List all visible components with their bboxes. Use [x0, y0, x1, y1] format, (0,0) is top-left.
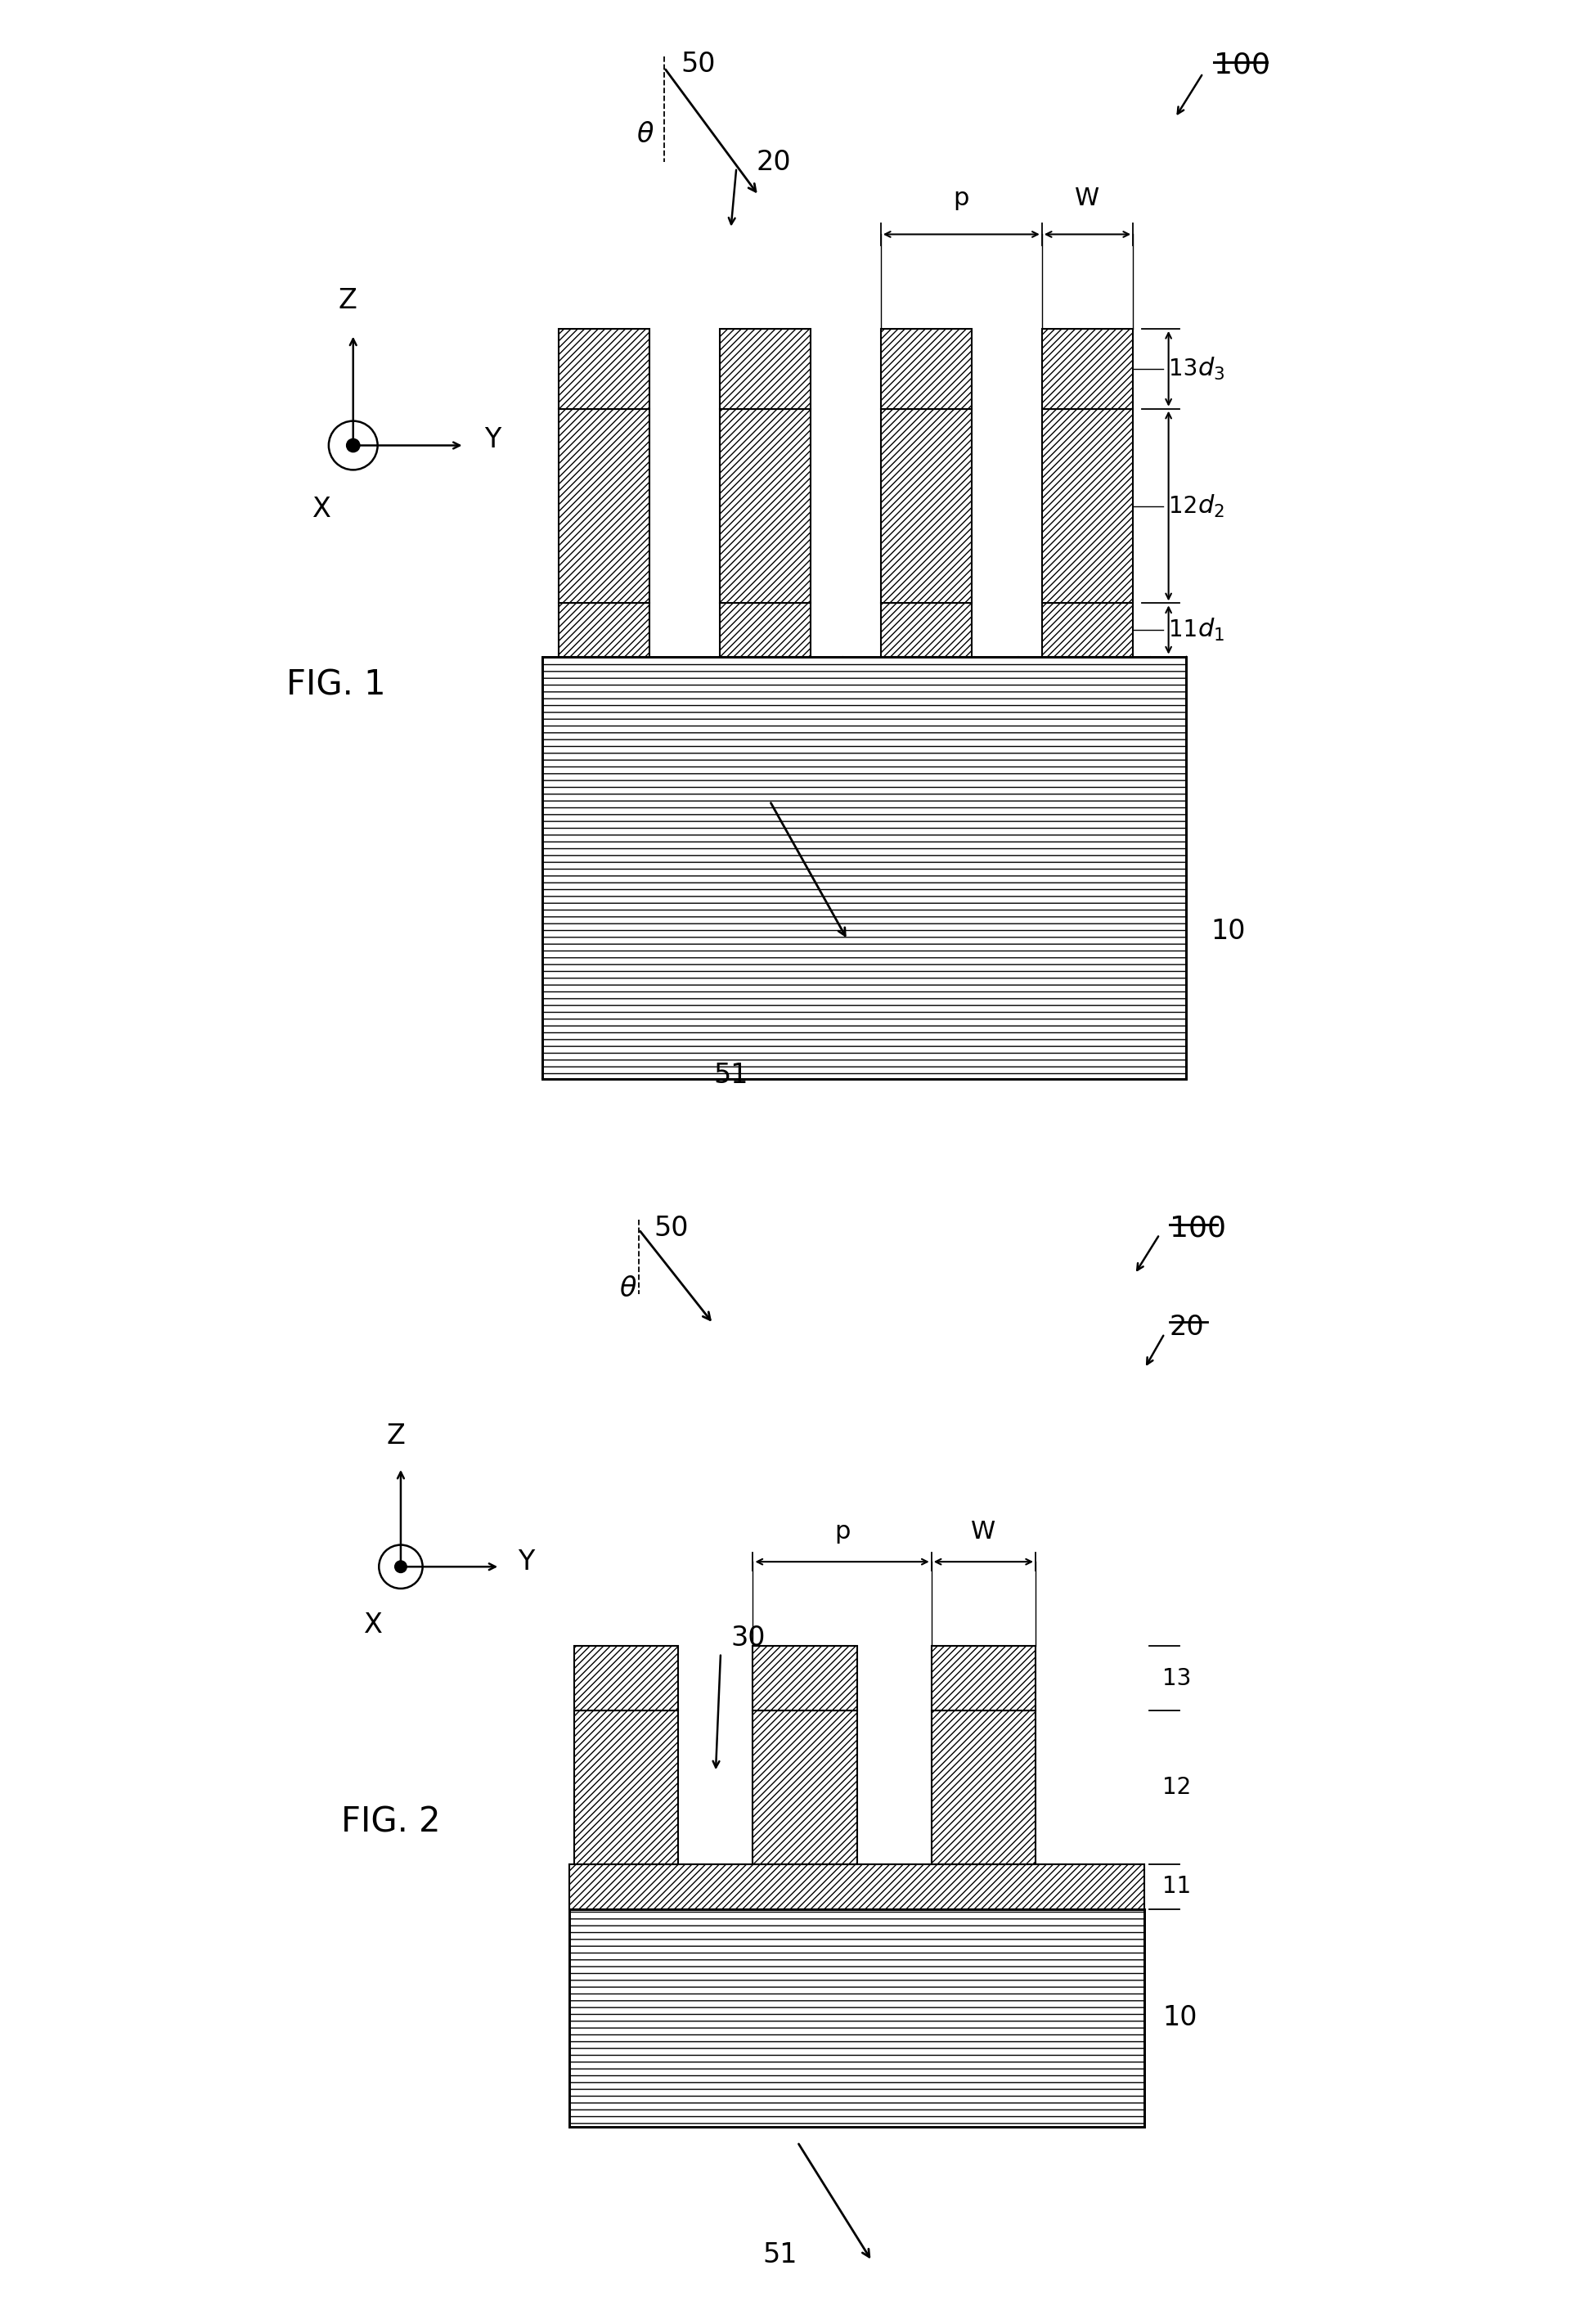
Text: Y: Y — [485, 425, 501, 453]
Bar — [753, 1645, 857, 1710]
Text: $d_1$: $d_1$ — [1198, 616, 1225, 644]
Text: 12: 12 — [1163, 1776, 1191, 1799]
Text: Y: Y — [518, 1548, 534, 1576]
Bar — [569, 1864, 1145, 1908]
Text: $d_2$: $d_2$ — [1198, 493, 1225, 518]
Circle shape — [346, 439, 360, 453]
Bar — [753, 1710, 857, 1864]
Bar — [569, 1908, 1145, 2126]
Bar — [558, 328, 649, 409]
Text: 13: 13 — [1169, 358, 1198, 381]
Text: 20: 20 — [1169, 1313, 1204, 1341]
Text: 13: 13 — [1163, 1666, 1191, 1690]
Text: 100: 100 — [1214, 51, 1271, 79]
Circle shape — [396, 1562, 407, 1573]
Text: FIG. 1: FIG. 1 — [287, 667, 386, 702]
Bar — [1042, 604, 1132, 655]
Bar — [719, 604, 810, 655]
Text: 100: 100 — [1169, 1215, 1227, 1243]
Text: p: p — [954, 186, 970, 209]
Bar — [931, 1710, 1035, 1864]
Text: 50: 50 — [681, 51, 716, 79]
Text: 10: 10 — [1163, 2006, 1198, 2031]
Text: 12: 12 — [1169, 495, 1198, 518]
Bar — [719, 409, 810, 604]
Bar — [558, 604, 649, 655]
Bar — [542, 655, 1187, 1078]
Bar — [931, 1645, 1035, 1710]
Bar — [1042, 328, 1132, 409]
Bar — [542, 655, 1187, 1078]
Bar — [1042, 409, 1132, 604]
Text: p: p — [834, 1520, 850, 1543]
Text: Z: Z — [338, 288, 357, 314]
Text: 10: 10 — [1211, 918, 1246, 944]
Text: FIG. 2: FIG. 2 — [341, 1806, 440, 1838]
Text: 11: 11 — [1163, 1875, 1191, 1899]
Bar — [719, 328, 810, 409]
Text: $\theta$: $\theta$ — [636, 121, 654, 149]
Text: W: W — [971, 1520, 995, 1543]
Bar — [569, 1908, 1145, 2126]
Text: $d_3$: $d_3$ — [1198, 356, 1225, 381]
Text: 51: 51 — [762, 2240, 798, 2268]
Text: $\theta$: $\theta$ — [619, 1276, 636, 1301]
Text: 50: 50 — [654, 1215, 689, 1241]
Bar — [574, 1645, 678, 1710]
Text: 20: 20 — [756, 149, 791, 177]
Bar — [880, 409, 971, 604]
Bar — [558, 409, 649, 604]
Text: X: X — [364, 1611, 383, 1638]
Text: X: X — [313, 495, 332, 523]
Bar — [574, 1710, 678, 1864]
Text: 30: 30 — [731, 1624, 766, 1652]
Text: 51: 51 — [713, 1062, 748, 1090]
Text: W: W — [1075, 186, 1101, 209]
Text: 11: 11 — [1169, 618, 1198, 641]
Bar — [880, 328, 971, 409]
Text: Z: Z — [386, 1422, 405, 1450]
Bar — [880, 604, 971, 655]
